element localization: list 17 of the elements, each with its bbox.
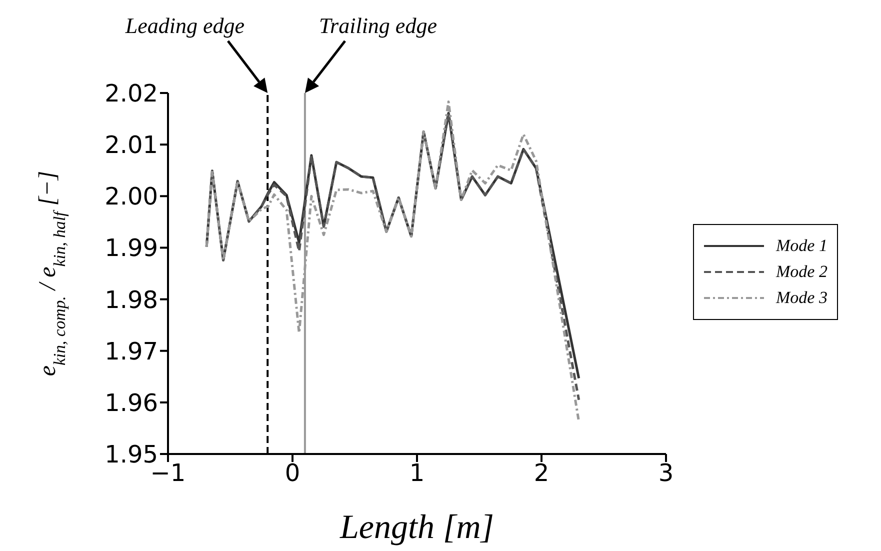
y-tick-label: 1.99 [104, 234, 158, 262]
ref-line-label: Leading edge [124, 13, 245, 38]
legend-label: Mode 2 [776, 262, 828, 282]
x-tick-label: 1 [409, 459, 425, 488]
x-axis-title: Length [m] [339, 509, 494, 546]
x-tick-label: 3 [658, 459, 674, 488]
legend-label: Mode 3 [776, 288, 828, 308]
x-tick-label: 2 [534, 459, 550, 488]
y-tick-label: 1.96 [104, 388, 158, 417]
y-tick-label: 1.97 [104, 337, 158, 366]
x-tick-label: 0 [284, 459, 300, 488]
legend-label: Mode 1 [776, 236, 828, 256]
y-tick-label: 2.00 [104, 182, 158, 211]
y-tick-label: 1.98 [104, 286, 158, 314]
y-tick-label: 2.01 [104, 131, 158, 160]
ref-line-label: Trailing edge [319, 13, 438, 38]
y-tick-label: 2.02 [104, 80, 158, 108]
